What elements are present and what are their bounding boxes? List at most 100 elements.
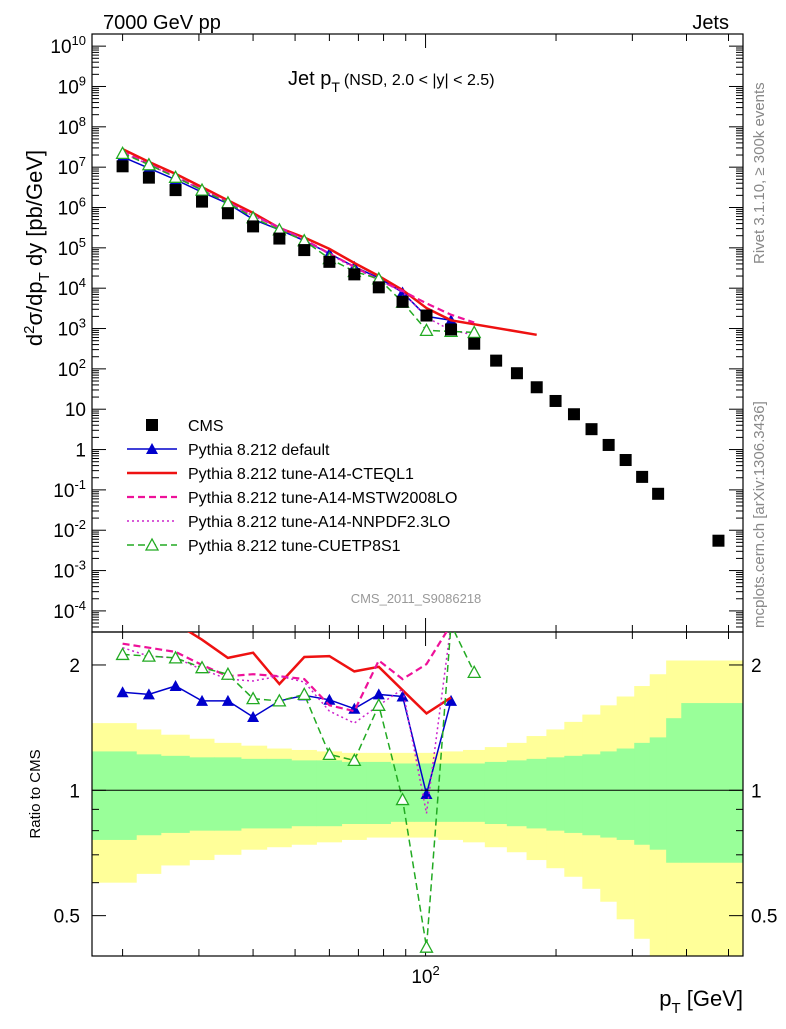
legend-label: Pythia 8.212 default xyxy=(188,442,330,459)
data-point xyxy=(141,157,156,171)
data-point xyxy=(396,690,409,702)
data-point xyxy=(530,381,543,394)
data-point xyxy=(396,295,409,308)
data-point xyxy=(194,660,210,674)
band-stat xyxy=(240,758,268,829)
legend-entry: Pythia 8.212 default xyxy=(127,442,330,459)
legend-label: Pythia 8.212 tune-A14-NNPDF2.3LO xyxy=(188,514,450,531)
data-point xyxy=(567,408,580,421)
data-point xyxy=(419,323,434,337)
x-tick-label-100: 102 xyxy=(411,963,439,988)
main-y-ticks xyxy=(92,33,743,633)
legend-entry: Pythia 8.212 tune-A14-CTEQL1 xyxy=(127,466,414,483)
data-point xyxy=(419,939,434,953)
y-tick-label: 105 xyxy=(58,235,86,260)
main-series-layer xyxy=(115,145,725,547)
data-point xyxy=(273,232,286,245)
data-point xyxy=(144,537,160,551)
ratio-line xyxy=(187,632,452,715)
data-point xyxy=(602,438,615,451)
data-point xyxy=(420,787,433,799)
band-stat xyxy=(291,760,317,827)
plot-title: Jet pT (NSD, 2.0 < |y| < 2.5) xyxy=(288,68,495,95)
legend-label: Pythia 8.212 tune-A14-MSTW2008LO xyxy=(188,490,457,507)
data-point xyxy=(652,487,665,500)
band-stat xyxy=(649,737,667,850)
y-tick-label: 103 xyxy=(58,316,86,341)
legend-entry: CMS xyxy=(146,418,224,435)
data-point xyxy=(619,454,632,467)
band-stat xyxy=(136,754,162,836)
band-stat xyxy=(266,758,292,829)
band-stat xyxy=(546,757,565,831)
data-point xyxy=(467,664,482,679)
rivet-label: Rivet 3.1.10, ≥ 300k events xyxy=(751,82,768,264)
data-point xyxy=(221,207,234,220)
ratio-axis-label: Ratio to CMS xyxy=(27,749,44,838)
y-tick-label: 104 xyxy=(58,275,86,300)
data-point xyxy=(245,691,261,705)
data-point xyxy=(347,753,362,767)
data-point xyxy=(146,419,158,431)
y-tick-label: 108 xyxy=(58,114,86,139)
y-tick-label: 106 xyxy=(58,195,86,220)
ratio-line xyxy=(122,632,448,713)
band-stat xyxy=(484,761,508,825)
legend-entry: Pythia 8.212 tune-CUETP8S1 xyxy=(127,537,401,555)
band-stat xyxy=(213,757,242,831)
data-point xyxy=(247,710,260,722)
data-point xyxy=(322,746,337,761)
data-point xyxy=(467,325,482,339)
ratio-line xyxy=(122,632,475,948)
band-stat xyxy=(616,748,635,840)
band-stat xyxy=(634,742,651,845)
data-point xyxy=(420,309,433,322)
data-point xyxy=(116,686,129,698)
band-stat xyxy=(582,754,601,836)
legend-label: CMS xyxy=(188,418,224,435)
band-stat xyxy=(462,763,486,822)
data-point xyxy=(169,184,182,197)
y-tick-label: 10-2 xyxy=(53,517,86,542)
header-left: 7000 GeV pp xyxy=(103,12,221,34)
data-point xyxy=(146,443,158,454)
data-point xyxy=(636,470,649,483)
legend-label: Pythia 8.212 tune-CUETP8S1 xyxy=(188,538,401,555)
data-point xyxy=(445,323,458,336)
data-point xyxy=(115,647,130,661)
band-stat xyxy=(681,703,743,863)
series-cms xyxy=(116,160,725,547)
data-point xyxy=(298,244,311,257)
ratio-pythia-8-212-tune-a14-mstw2008lo xyxy=(122,632,448,713)
band-stat xyxy=(438,763,464,822)
y-tick-label: 10 xyxy=(65,400,86,421)
band-stat xyxy=(189,757,215,831)
data-point xyxy=(323,255,336,268)
y-tick-label: 10-3 xyxy=(53,558,86,583)
watermark: CMS_2011_S9086218 xyxy=(351,591,482,606)
ratio-tick-label-left: 1 xyxy=(69,781,80,802)
data-point xyxy=(372,281,385,294)
data-point xyxy=(168,169,183,183)
legend-label: Pythia 8.212 tune-A14-CTEQL1 xyxy=(188,466,414,483)
legend-entry: Pythia 8.212 tune-A14-MSTW2008LO xyxy=(127,490,457,507)
data-point xyxy=(168,650,183,664)
ratio-tick-label-left: 0.5 xyxy=(54,907,80,928)
data-point xyxy=(169,680,182,692)
data-point xyxy=(221,694,234,706)
data-point xyxy=(297,686,312,701)
y-tick-label: 102 xyxy=(58,356,86,381)
main-y-tick-labels: 10-4 10-3 10-2 10-1 1 10 102 103 104 105 106 107 108… xyxy=(50,33,86,623)
band-stat xyxy=(526,758,547,829)
data-point xyxy=(372,688,385,700)
y-tick-label: 1010 xyxy=(50,33,86,58)
data-point xyxy=(142,688,155,700)
ratio-line xyxy=(122,632,451,814)
ratio-pythia-8-212-tune-a14-nnpdf2-3lo xyxy=(122,632,451,814)
data-point xyxy=(196,694,209,706)
series-line xyxy=(122,147,537,337)
band-stat xyxy=(600,751,618,838)
y-tick-label: 107 xyxy=(58,154,86,179)
